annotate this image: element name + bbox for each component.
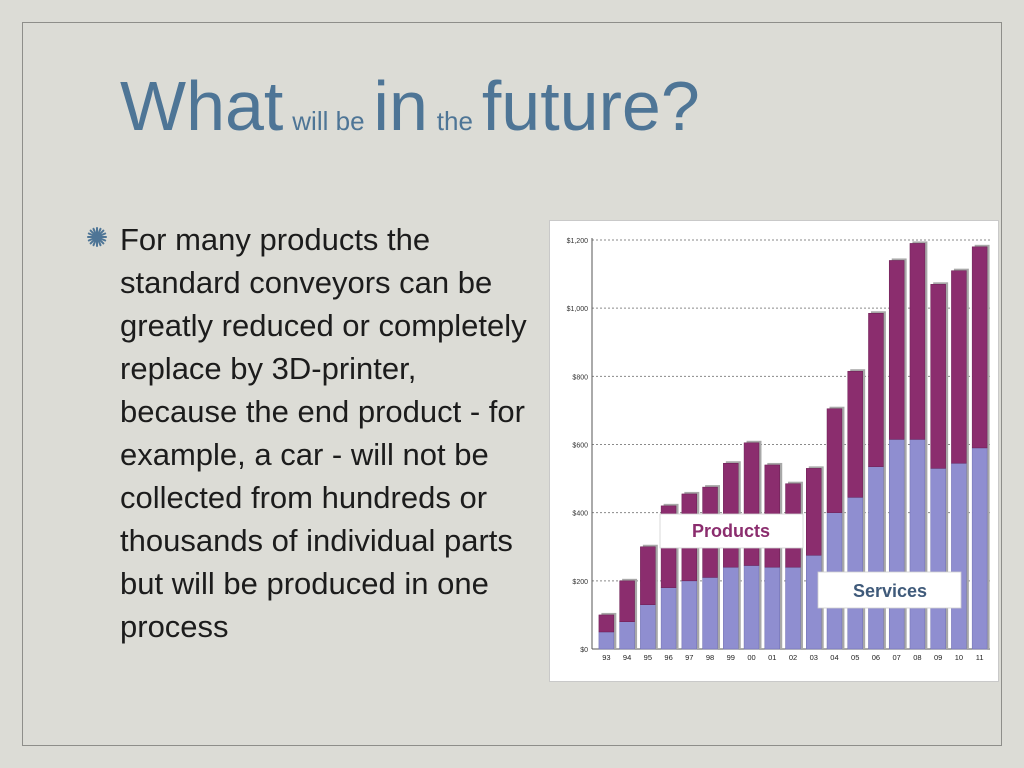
bar-services	[681, 580, 698, 650]
x-tick-label: 10	[955, 653, 963, 662]
bar-services	[888, 439, 905, 650]
slide-frame	[22, 22, 1002, 746]
bar-services	[785, 566, 801, 650]
bar-services	[764, 566, 780, 650]
bar-services	[598, 631, 615, 650]
title-word-will-be: will be	[292, 106, 365, 136]
legend-products-box	[659, 513, 804, 549]
x-tick-label: 96	[664, 653, 672, 662]
y-tick-label: $1,200	[567, 238, 589, 245]
chart-canvas: $0 $200 $400 $600 $800 $1,000 $1,200 93 94 95 96 97…	[567, 238, 990, 662]
x-tick-label: 03	[810, 653, 818, 662]
bar-products	[868, 313, 884, 467]
y-tick-label: $800	[572, 374, 588, 381]
title-word-what: What	[120, 67, 284, 145]
bar-products	[619, 580, 635, 622]
x-tick-label: 00	[747, 653, 755, 662]
revenue-chart: $0 $200 $400 $600 $800 $1,000 $1,200 93 94 95 96 97…	[549, 220, 999, 682]
x-tick-label: 93	[602, 653, 610, 662]
bar-products	[951, 270, 967, 464]
bar-services	[702, 577, 718, 650]
x-tick-label: 05	[851, 653, 859, 662]
x-tick-label: 11	[976, 653, 984, 662]
bar-products	[909, 243, 926, 440]
x-tick-label: 09	[934, 653, 942, 662]
bar-products	[847, 370, 863, 498]
x-tick-label: 99	[727, 653, 735, 662]
legend-products-label: Products	[692, 521, 770, 541]
title-word-future: future?	[481, 67, 700, 145]
bar-services	[909, 439, 926, 650]
x-tick-label: 07	[893, 653, 901, 662]
legend-services-box	[817, 571, 962, 609]
bar-products	[806, 468, 822, 556]
x-tick-label: 94	[623, 653, 631, 662]
y-tick-label: $0	[580, 647, 588, 654]
bar-products	[640, 546, 656, 605]
bar-products	[888, 260, 905, 440]
asterisk-bullet-icon	[87, 227, 107, 247]
x-tick-label: 01	[768, 653, 776, 662]
x-tick-label: 95	[644, 653, 652, 662]
y-tick-label: $400	[572, 511, 588, 518]
bar-products	[598, 614, 615, 633]
x-tick-label: 98	[706, 653, 714, 662]
x-tick-label: 08	[913, 653, 921, 662]
x-tick-label: 06	[872, 653, 880, 662]
bar-products	[826, 408, 843, 513]
bar-services	[971, 447, 988, 650]
title-word-the: the	[436, 106, 473, 136]
bar-products	[971, 246, 988, 449]
bar-services	[660, 587, 677, 650]
y-tick-label: $600	[572, 443, 588, 450]
x-tick-label: 04	[830, 653, 838, 662]
y-tick-label: $200	[572, 579, 588, 586]
x-tick-label: 97	[685, 653, 693, 662]
bar-services	[619, 621, 635, 650]
bar-services	[930, 468, 946, 650]
title-word-in: in	[373, 67, 428, 145]
bar-services	[723, 566, 739, 650]
y-tick-label: $1,000	[567, 306, 589, 313]
x-tick-label: 02	[789, 653, 797, 662]
bar-services	[743, 565, 760, 650]
bullet-text: For many products the standard conveyors…	[120, 222, 527, 644]
legend-services-label: Services	[853, 581, 927, 601]
bar-services	[640, 604, 656, 650]
bar-products	[930, 284, 946, 469]
bar-services	[868, 466, 884, 650]
slide-title: What will be in the future?	[120, 66, 700, 146]
bar-services	[951, 462, 967, 650]
